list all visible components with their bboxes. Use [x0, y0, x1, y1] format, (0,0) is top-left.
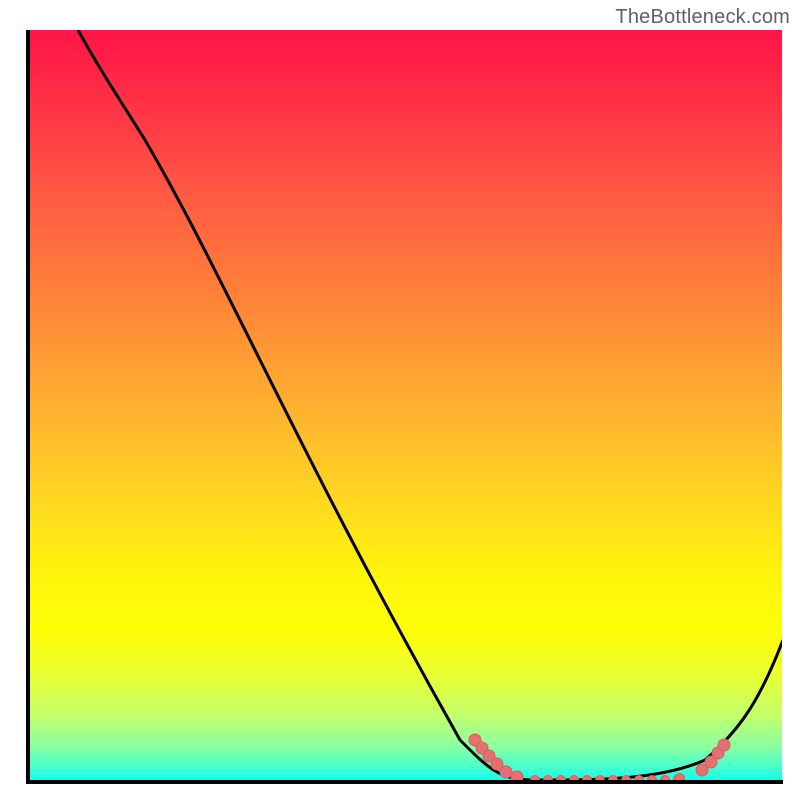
gradient-overlay: [30, 30, 783, 782]
bottleneck-curve-chart: [0, 0, 800, 800]
watermark-text: TheBottleneck.com: [615, 6, 790, 29]
scatter-point: [500, 766, 512, 778]
chart-container: TheBottleneck.com: [0, 0, 800, 800]
scatter-point: [718, 739, 730, 751]
